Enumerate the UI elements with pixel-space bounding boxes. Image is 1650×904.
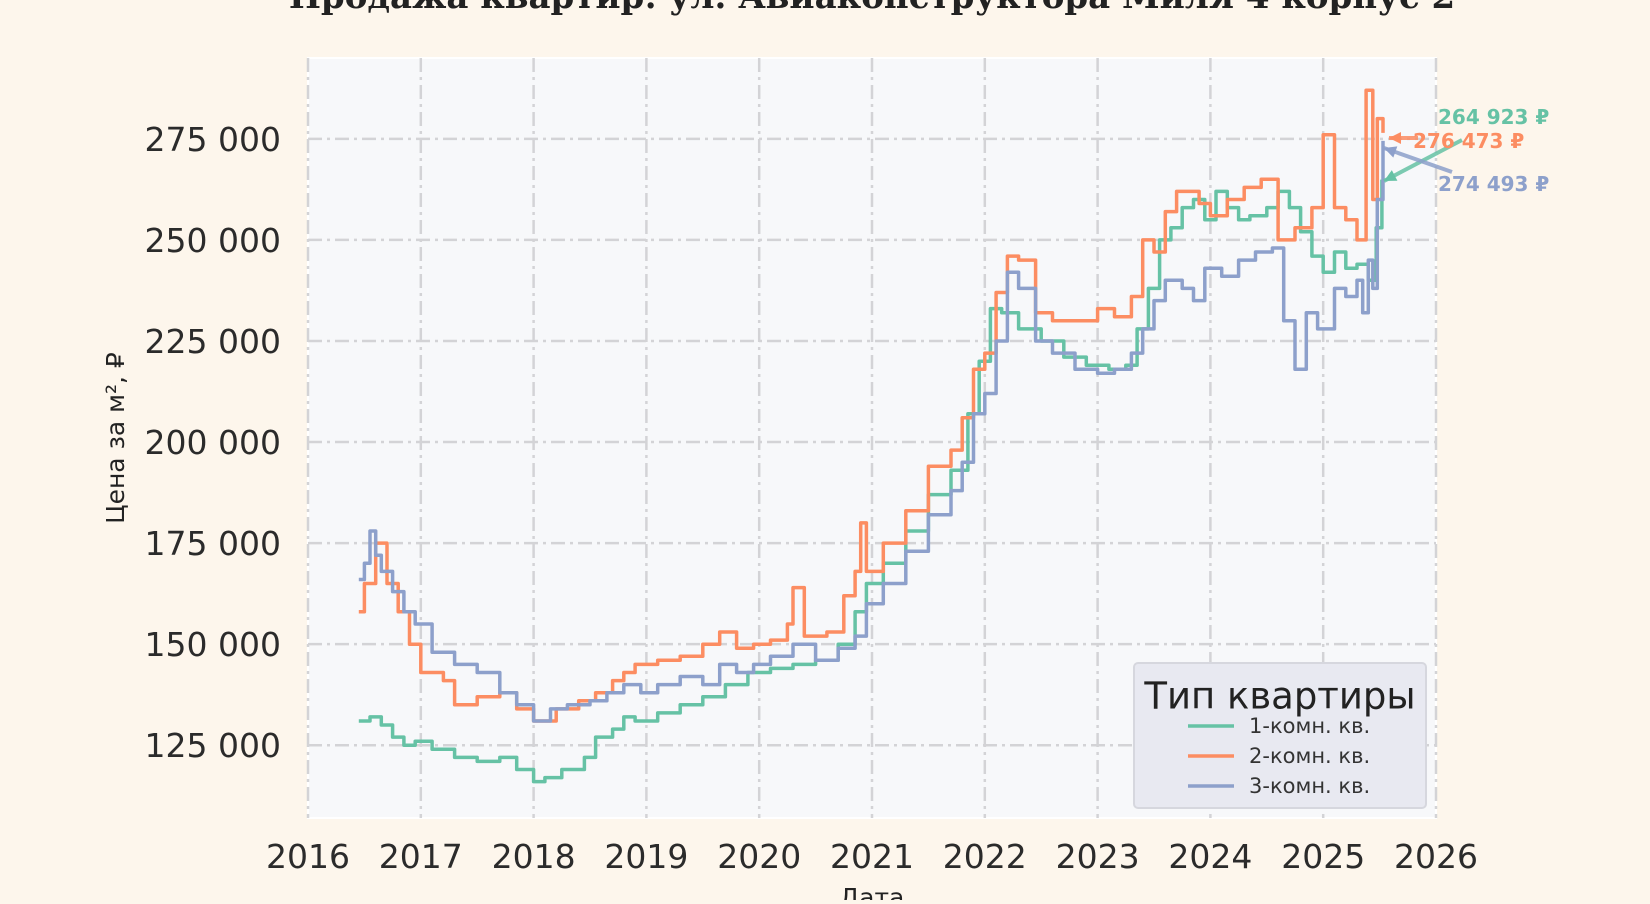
legend-label-2: 2-комн. кв. [1249, 744, 1370, 768]
x-tick-label: 2019 [604, 837, 688, 876]
legend-label-1: 1-комн. кв. [1249, 714, 1370, 738]
x-tick-label: 2025 [1281, 837, 1365, 876]
end-label-arrowhead-2 [1389, 132, 1401, 144]
y-tick-label: 250 000 [145, 221, 281, 260]
x-tick-label: 2021 [830, 837, 914, 876]
y-axis-label: Цена за м², ₽ [101, 352, 130, 524]
end-label-2: 276 473 ₽ [1413, 129, 1524, 153]
tick-labels: 2016 2017 2018 2019 2020 2021 2022 2023 2024 2025… [145, 120, 1478, 876]
end-label-arrow-3 [1383, 146, 1453, 174]
x-tick-label: 2024 [1168, 837, 1252, 876]
x-axis-label: Дата [840, 883, 905, 900]
end-label-1: 264 923 ₽ [1438, 105, 1549, 129]
legend: Тип квартиры 1-комн. кв. 2-комн. кв. 3-ком… [1133, 662, 1427, 809]
legend-items: 1-комн. кв. 2-комн. кв. 3-комн. кв. [1188, 714, 1370, 798]
legend-label-3: 3-комн. кв. [1249, 774, 1370, 798]
x-tick-label: 2023 [1056, 837, 1140, 876]
end-label-arrowhead-1 [1384, 170, 1398, 181]
chart-title: Продажа квартир: ул. Авиаконструктора Ми… [289, 0, 1455, 17]
x-tick-label: 2017 [379, 837, 463, 876]
y-tick-label: 175 000 [145, 524, 281, 563]
series-line-1 [358, 179, 1384, 784]
x-tick-label: 2026 [1394, 837, 1478, 876]
x-tick-label: 2018 [492, 837, 576, 876]
y-tick-label: 150 000 [145, 625, 281, 664]
x-tick-label: 2020 [717, 837, 801, 876]
series-line-3 [358, 140, 1385, 723]
x-tick-label: 2016 [266, 837, 350, 876]
end-label-arrowhead-3 [1384, 146, 1398, 158]
end-labels: 264 923 ₽276 473 ₽ 274 493 ₽ [1383, 105, 1549, 196]
y-tick-label: 275 000 [145, 120, 281, 159]
legend-box [1133, 662, 1427, 809]
y-tick-label: 200 000 [145, 423, 281, 462]
end-label-3: 274 493 ₽ [1438, 172, 1549, 196]
x-tick-label: 2022 [943, 837, 1027, 876]
y-tick-label: 225 000 [145, 322, 281, 361]
legend-title: Тип квартиры [1143, 675, 1415, 718]
y-tick-label: 125 000 [145, 726, 281, 765]
series [358, 88, 1385, 784]
